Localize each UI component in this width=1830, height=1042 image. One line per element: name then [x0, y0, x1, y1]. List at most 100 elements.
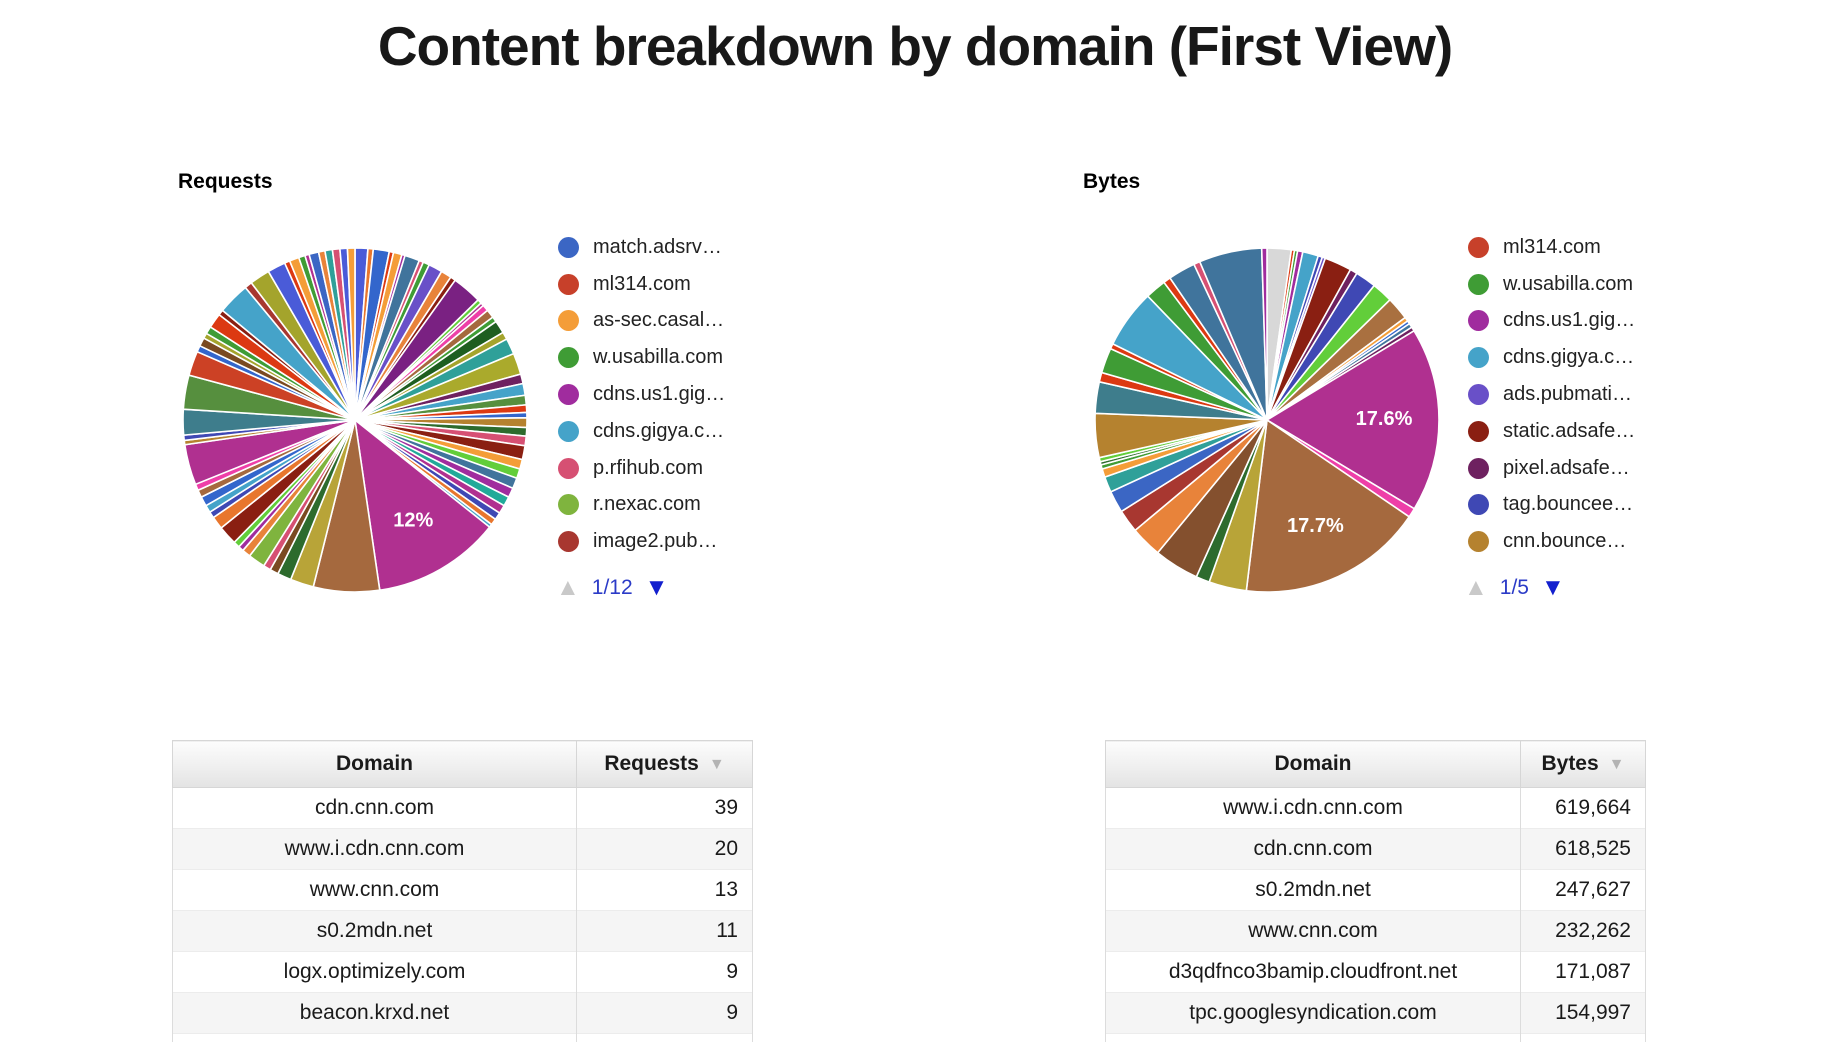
legend-label: r.nexac.com	[593, 493, 701, 516]
requests-legend: match.adsrv… ml314.com as-sec.casal… w.u…	[558, 229, 788, 560]
legend-item[interactable]: w.usabilla.com	[558, 339, 788, 376]
legend-item[interactable]: image2.pub…	[558, 523, 788, 560]
legend-item[interactable]: ml314.com	[1468, 229, 1698, 266]
table-row[interactable]: tpc.googlesyndication.com 154,997	[1105, 992, 1646, 1034]
bytes-pie-chart[interactable]: 17.6% 17.7%	[1085, 238, 1449, 602]
legend-item[interactable]: match.adsrv…	[558, 229, 788, 266]
legend-item[interactable]: cnn.bounce…	[1468, 523, 1698, 560]
table-row[interactable]: cdn.cnn.com 618,525	[1105, 828, 1646, 870]
legend-swatch	[558, 494, 579, 516]
domain-cell: www.cnn.com	[1105, 910, 1521, 952]
page-up-icon[interactable]: ▲	[556, 574, 580, 601]
legend-swatch	[558, 420, 579, 442]
legend-item[interactable]: cdns.gigya.c…	[1468, 339, 1698, 376]
svg-text:17.6%: 17.6%	[1356, 408, 1413, 430]
legend-label: cdns.us1.gig…	[1503, 309, 1636, 332]
domain-cell: www.i.cdn.cnn.com	[172, 828, 577, 870]
legend-swatch	[558, 531, 579, 553]
page-down-icon[interactable]: ▼	[644, 574, 669, 601]
svg-text:12%: 12%	[393, 510, 433, 532]
value-cell: 247,627	[1520, 869, 1646, 911]
page-up-icon[interactable]: ▲	[1464, 574, 1488, 601]
legend-item[interactable]: cdns.us1.gig…	[558, 376, 788, 413]
legend-label: cnn.bounce…	[1503, 530, 1627, 553]
legend-swatch	[558, 384, 579, 406]
value-cell: 618,525	[1520, 828, 1646, 870]
table-row[interactable]: logx.optimizely.com 9	[172, 951, 753, 993]
table-row[interactable]: www.i.cdn.cnn.com 619,664	[1105, 787, 1646, 829]
value-cell: 13	[576, 869, 753, 911]
legend-label: pixel.adsafe…	[1503, 456, 1630, 479]
domain-column-header[interactable]: Domain	[172, 740, 577, 788]
legend-label: cdns.gigya.c…	[593, 419, 725, 442]
legend-label: cdns.us1.gig…	[593, 383, 726, 406]
domain-cell: d3qdfnco3bamip.cloudfront.net	[1105, 951, 1521, 993]
bytes-column-header[interactable]: Bytes ▼	[1520, 740, 1646, 788]
value-cell: 154,997	[1520, 992, 1646, 1034]
table-row[interactable]: d3qdfnco3bamip.cloudfront.net 171,087	[1105, 951, 1646, 993]
legend-label: w.usabilla.com	[593, 346, 724, 369]
value-cell: 171,087	[1520, 951, 1646, 993]
legend-swatch	[1468, 420, 1489, 442]
domain-cell: s0.2mdn.net	[172, 910, 577, 952]
sort-desc-icon: ▼	[708, 756, 725, 773]
table-row[interactable]: s0.2mdn.net 11	[172, 910, 753, 952]
requests-pie-chart[interactable]: 12%	[173, 238, 537, 602]
legend-item[interactable]: p.rfihub.com	[558, 450, 788, 487]
legend-label: image2.pub…	[593, 530, 718, 553]
legend-swatch	[1468, 384, 1489, 406]
domain-cell: s0.2mdn.net	[1105, 869, 1521, 911]
legend-swatch	[558, 236, 579, 258]
table-row-partial	[172, 1033, 753, 1042]
domain-cell: tpc.googlesyndication.com	[1105, 992, 1521, 1034]
value-cell: 232,262	[1520, 910, 1646, 952]
requests-chart-label: Requests	[178, 170, 273, 193]
value-cell: 39	[576, 787, 753, 829]
table-header-row: Domain Bytes ▼	[1105, 740, 1646, 788]
legend-swatch	[1468, 236, 1489, 258]
legend-label: w.usabilla.com	[1503, 272, 1634, 295]
legend-label: as-sec.casal…	[593, 309, 725, 332]
requests-column-header[interactable]: Requests ▼	[576, 740, 753, 788]
value-cell: 619,664	[1520, 787, 1646, 829]
legend-item[interactable]: ads.pubmati…	[1468, 376, 1698, 413]
table-row[interactable]: beacon.krxd.net 9	[172, 992, 753, 1034]
legend-swatch	[558, 457, 579, 479]
legend-swatch	[1468, 457, 1489, 479]
table-row[interactable]: cdn.cnn.com 39	[172, 787, 753, 829]
svg-text:17.7%: 17.7%	[1287, 515, 1344, 537]
legend-swatch	[558, 310, 579, 332]
legend-item[interactable]: ml314.com	[558, 266, 788, 303]
legend-label: ads.pubmati…	[1503, 383, 1632, 406]
legend-label: match.adsrv…	[593, 235, 722, 258]
value-cell: 11	[576, 910, 753, 952]
table-row[interactable]: www.cnn.com 13	[172, 869, 753, 911]
legend-label: p.rfihub.com	[593, 456, 704, 479]
legend-swatch	[558, 347, 579, 369]
page-down-icon[interactable]: ▼	[1540, 574, 1565, 601]
table-row[interactable]: s0.2mdn.net 247,627	[1105, 869, 1646, 911]
requests-page-indicator: 1/12	[591, 576, 633, 599]
legend-item[interactable]: cdns.gigya.c…	[558, 413, 788, 450]
legend-swatch	[558, 273, 579, 295]
table-row[interactable]: www.cnn.com 232,262	[1105, 910, 1646, 952]
legend-item[interactable]: r.nexac.com	[558, 487, 788, 524]
legend-item[interactable]: pixel.adsafe…	[1468, 450, 1698, 487]
sort-desc-icon: ▼	[1608, 756, 1625, 773]
value-cell: 20	[576, 828, 753, 870]
domain-cell: www.i.cdn.cnn.com	[1105, 787, 1521, 829]
legend-swatch	[1468, 494, 1489, 516]
domain-column-header[interactable]: Domain	[1105, 740, 1521, 788]
bytes-chart-label: Bytes	[1083, 170, 1141, 193]
value-cell: 9	[576, 992, 753, 1034]
legend-item[interactable]: static.adsafe…	[1468, 413, 1698, 450]
requests-legend-pager: ▲ 1/12 ▼	[556, 576, 668, 600]
table-row[interactable]: www.i.cdn.cnn.com 20	[172, 828, 753, 870]
legend-item[interactable]: tag.bouncee…	[1468, 487, 1698, 524]
legend-item[interactable]: cdns.us1.gig…	[1468, 303, 1698, 340]
legend-item[interactable]: w.usabilla.com	[1468, 266, 1698, 303]
legend-item[interactable]: as-sec.casal…	[558, 303, 788, 340]
table-header-row: Domain Requests ▼	[172, 740, 753, 788]
bytes-legend-pager: ▲ 1/5 ▼	[1464, 576, 1565, 600]
